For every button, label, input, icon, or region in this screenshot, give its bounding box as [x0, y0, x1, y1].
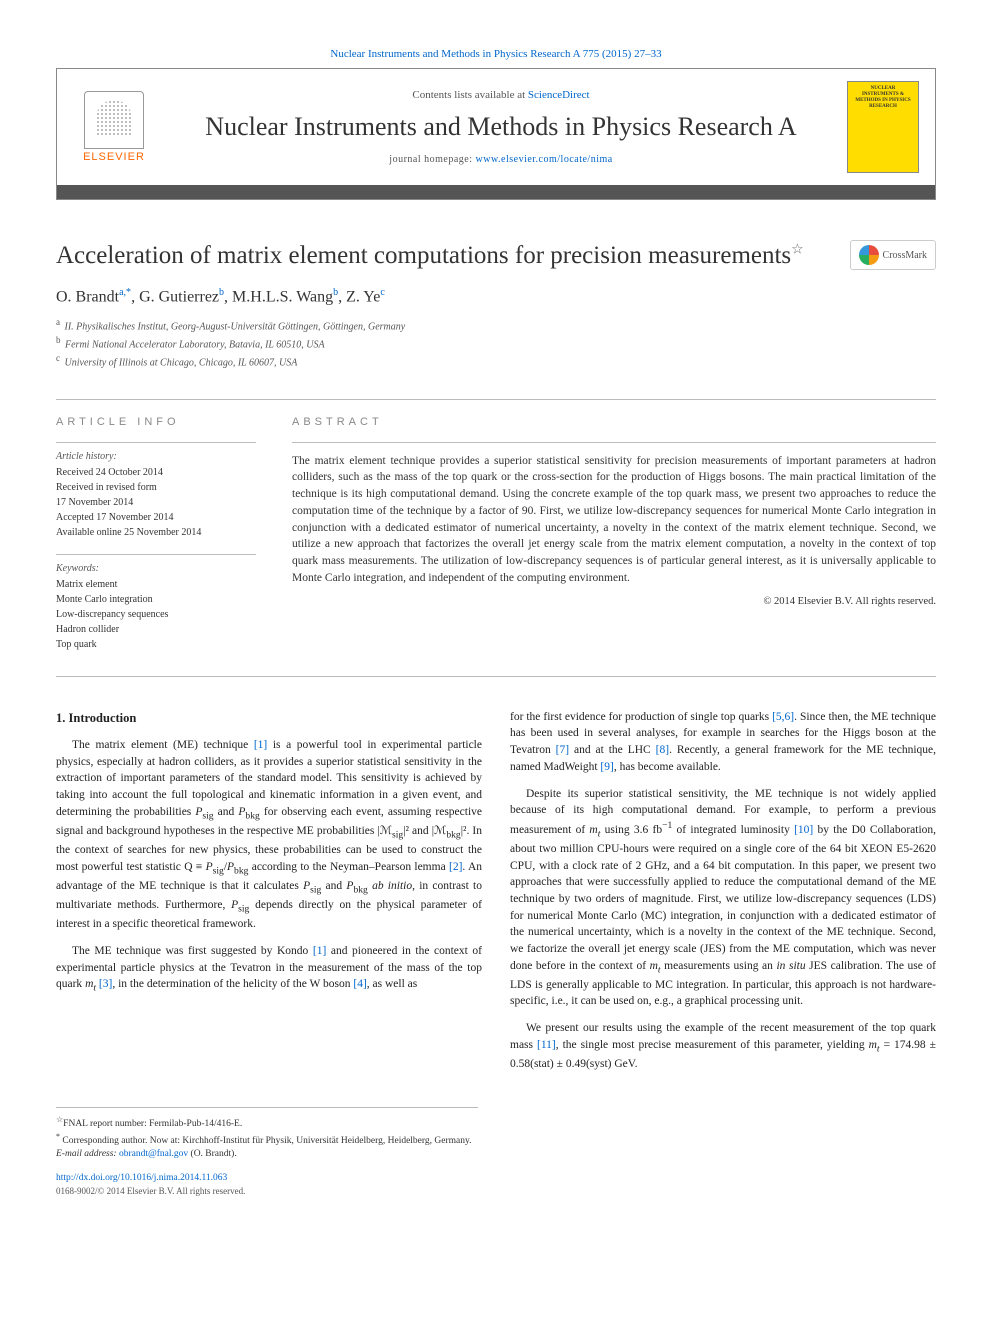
body-paragraph: The ME technique was first suggested by … — [56, 943, 482, 996]
journal-homepage-line: journal homepage: www.elsevier.com/locat… — [167, 154, 835, 165]
article-history-text: Received 24 October 2014Received in revi… — [56, 465, 256, 540]
title-footnote-star-icon: ☆ — [791, 243, 804, 258]
issn-copyright: 0168-9002/© 2014 Elsevier B.V. All right… — [56, 1185, 478, 1198]
body-column-left: 1. Introduction The matrix element (ME) … — [56, 709, 482, 1083]
publisher-logo[interactable]: ELSEVIER — [73, 82, 155, 172]
citation-link[interactable]: [2] — [449, 861, 462, 873]
article-title: Acceleration of matrix element computati… — [56, 240, 850, 273]
abstract-end-divider — [56, 676, 936, 677]
header-underbar — [57, 185, 935, 199]
abstract-text: The matrix element technique provides a … — [292, 442, 936, 586]
journal-homepage-link[interactable]: www.elsevier.com/locate/nima — [476, 154, 613, 165]
sciencedirect-link[interactable]: ScienceDirect — [528, 89, 590, 101]
citation-link[interactable]: [1] — [254, 739, 267, 751]
body-paragraph: The matrix element (ME) technique [1] is… — [56, 737, 482, 933]
citation-link[interactable]: [7] — [556, 744, 569, 756]
keywords-text: Matrix elementMonte Carlo integrationLow… — [56, 577, 256, 652]
body-two-column: 1. Introduction The matrix element (ME) … — [56, 709, 936, 1083]
doi-link[interactable]: http://dx.doi.org/10.1016/j.nima.2014.11… — [56, 1173, 227, 1183]
elsevier-tree-icon — [84, 91, 144, 149]
email-link[interactable]: obrandt@fnal.gov — [119, 1149, 188, 1159]
footnote-email: E-mail address: obrandt@fnal.gov (O. Bra… — [56, 1148, 478, 1161]
section-1-heading: 1. Introduction — [56, 709, 482, 727]
abstract-heading: ABSTRACT — [292, 416, 936, 428]
abstract-column: ABSTRACT The matrix element technique pr… — [292, 416, 936, 666]
affiliations-block: a II. Physikalisches Institut, Georg-Aug… — [56, 316, 936, 371]
journal-cover-thumbnail[interactable]: NUCLEAR INSTRUMENTS & METHODS IN PHYSICS… — [847, 81, 919, 173]
crossmark-icon — [859, 245, 879, 265]
article-history-label: Article history: — [56, 451, 256, 462]
section-divider — [56, 399, 936, 400]
citation-link[interactable]: [11] — [537, 1039, 556, 1051]
affiliation-line: b Fermi National Accelerator Laboratory,… — [56, 334, 936, 352]
citation-link[interactable]: [4] — [353, 978, 366, 990]
citation-link[interactable]: [3] — [99, 978, 112, 990]
footnote-corresponding: * Corresponding author. Now at: Kirchhof… — [56, 1131, 478, 1148]
footnotes-block: ☆FNAL report number: Fermilab-Pub-14/416… — [56, 1107, 478, 1198]
footnote-star: ☆FNAL report number: Fermilab-Pub-14/416… — [56, 1114, 478, 1131]
body-paragraph: Despite its superior statistical sensiti… — [510, 786, 936, 1011]
body-paragraph: We present our results using the example… — [510, 1020, 936, 1073]
citation-link[interactable]: [9] — [600, 761, 613, 773]
contents-lists-line: Contents lists available at ScienceDirec… — [167, 89, 835, 101]
citation-link[interactable]: [1] — [313, 945, 326, 957]
authors-line: O. Brandta,*, G. Gutierrezb, M.H.L.S. Wa… — [56, 287, 936, 306]
article-info-heading: ARTICLE INFO — [56, 416, 256, 428]
abstract-copyright: © 2014 Elsevier B.V. All rights reserved… — [292, 596, 936, 607]
crossmark-label: CrossMark — [883, 250, 927, 261]
citation-link[interactable]: [8] — [656, 744, 669, 756]
publisher-name: ELSEVIER — [83, 151, 145, 163]
body-column-right: for the first evidence for production of… — [510, 709, 936, 1083]
top-citation-link[interactable]: Nuclear Instruments and Methods in Physi… — [56, 48, 936, 60]
crossmark-badge[interactable]: CrossMark — [850, 240, 936, 270]
affiliation-line: a II. Physikalisches Institut, Georg-Aug… — [56, 316, 936, 334]
journal-name: Nuclear Instruments and Methods in Physi… — [167, 111, 835, 144]
body-paragraph: for the first evidence for production of… — [510, 709, 936, 776]
citation-link[interactable]: [10] — [794, 824, 813, 836]
keywords-label: Keywords: — [56, 563, 256, 574]
journal-header: ELSEVIER Contents lists available at Sci… — [56, 68, 936, 200]
affiliation-line: c University of Illinois at Chicago, Chi… — [56, 352, 936, 370]
article-info-column: ARTICLE INFO Article history: Received 2… — [56, 416, 256, 666]
citation-link[interactable]: [5,6] — [772, 711, 794, 723]
